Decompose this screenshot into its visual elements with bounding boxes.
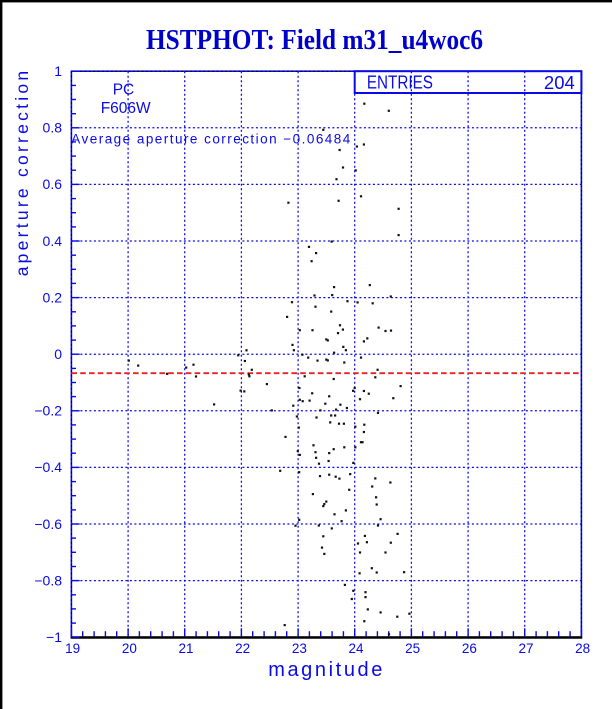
svg-text:F606W: F606W <box>101 100 151 117</box>
svg-text:PC: PC <box>113 82 135 99</box>
svg-text:27: 27 <box>518 641 533 656</box>
svg-text:ENTRIES: ENTRIES <box>367 73 433 93</box>
svg-text:−0.8: −0.8 <box>34 572 62 588</box>
svg-text:26: 26 <box>462 641 477 656</box>
svg-text:19: 19 <box>65 641 80 656</box>
svg-text:Average aperture correction −0: Average aperture correction −0.06484 <box>71 131 351 146</box>
svg-text:0: 0 <box>54 346 62 362</box>
svg-text:magnitude: magnitude <box>268 659 385 681</box>
svg-text:aperture correction: aperture correction <box>12 68 32 277</box>
svg-text:HSTPHOT: Field m31_u4woc6: HSTPHOT: Field m31_u4woc6 <box>146 25 483 56</box>
svg-text:21: 21 <box>178 641 193 656</box>
svg-text:23: 23 <box>292 641 307 656</box>
svg-text:0.2: 0.2 <box>43 289 63 305</box>
svg-text:24: 24 <box>348 641 364 656</box>
svg-text:20: 20 <box>122 641 137 656</box>
svg-text:0.8: 0.8 <box>43 120 63 136</box>
svg-text:1: 1 <box>54 63 62 79</box>
svg-text:22: 22 <box>235 641 250 656</box>
svg-text:−0.4: −0.4 <box>34 459 62 475</box>
svg-text:−1: −1 <box>46 629 62 645</box>
svg-text:−0.2: −0.2 <box>34 403 62 419</box>
svg-text:0.4: 0.4 <box>43 233 63 249</box>
svg-text:28: 28 <box>575 641 590 656</box>
svg-text:25: 25 <box>405 641 420 656</box>
svg-text:204: 204 <box>544 72 575 93</box>
svg-text:−0.6: −0.6 <box>34 516 62 532</box>
svg-text:0.6: 0.6 <box>43 176 63 192</box>
